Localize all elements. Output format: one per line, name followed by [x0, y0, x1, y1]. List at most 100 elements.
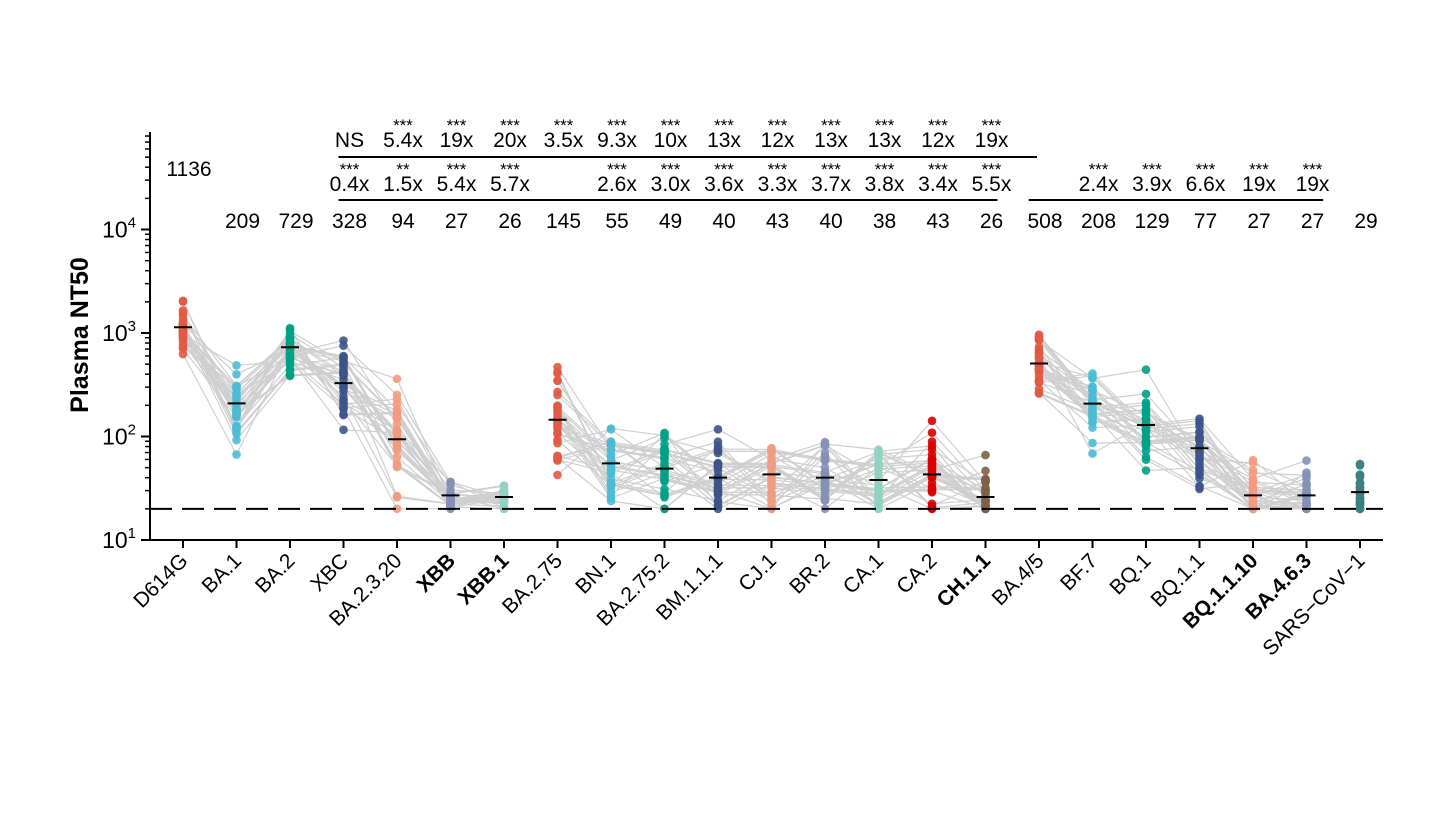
data-point — [713, 504, 723, 514]
fold-change-label: 3.8x — [865, 173, 905, 196]
data-point — [927, 437, 937, 446]
gm-value-label: 43 — [766, 210, 789, 233]
data-point — [178, 327, 188, 336]
fold-change-label: 19x — [1296, 173, 1330, 196]
data-point — [1141, 424, 1151, 434]
significance-label: *** — [607, 160, 627, 179]
data-point — [285, 333, 295, 342]
data-point — [767, 490, 776, 500]
fold-change-label: 19x — [1242, 173, 1276, 196]
significance-label: *** — [1142, 160, 1162, 179]
significance-label: *** — [554, 116, 574, 135]
x-tick-label: CA.2 — [892, 549, 941, 598]
data-point — [713, 459, 723, 469]
data-point — [1302, 480, 1311, 489]
connector-line — [1038, 370, 1307, 510]
data-point — [1302, 489, 1311, 499]
data-point — [1088, 449, 1097, 458]
data-point — [178, 296, 188, 306]
data-point — [553, 387, 562, 397]
data-point — [927, 471, 937, 481]
data-point — [1195, 442, 1204, 452]
gm-value-label: 145 — [546, 210, 581, 233]
data-point — [553, 422, 562, 431]
data-point — [392, 414, 402, 423]
data-point — [392, 452, 402, 462]
significance-label: *** — [500, 160, 520, 179]
data-point — [713, 497, 723, 507]
data-point — [660, 431, 669, 440]
data-point — [874, 476, 883, 486]
significance-label: *** — [768, 116, 788, 135]
gm-value-label: 129 — [1134, 210, 1169, 233]
significance-label: *** — [714, 160, 734, 179]
data-point — [392, 390, 402, 400]
data-point — [232, 361, 241, 370]
data-point — [820, 495, 830, 504]
significance-label: ** — [396, 160, 410, 179]
data-point — [1141, 400, 1151, 410]
significance-label: *** — [447, 116, 467, 135]
data-point — [660, 447, 669, 457]
data-point — [767, 460, 776, 469]
data-point — [767, 476, 776, 486]
data-point — [232, 382, 241, 391]
gm-value-label: 94 — [391, 210, 415, 233]
x-tick-label: XBC — [306, 549, 353, 596]
data-point — [553, 453, 562, 462]
data-point — [1355, 461, 1365, 470]
data-point — [339, 410, 348, 420]
connector-line — [1038, 357, 1307, 504]
gm-value-label: 77 — [1194, 210, 1217, 233]
connector-line — [1038, 334, 1307, 504]
data-point — [1355, 499, 1365, 509]
data-point — [1141, 408, 1151, 417]
data-point — [874, 462, 883, 471]
data-point — [178, 339, 188, 349]
fold-change-label: 10x — [654, 129, 688, 152]
fold-change-label: 3.7x — [811, 173, 851, 196]
connector-line — [1038, 361, 1307, 487]
data-point — [1141, 438, 1151, 447]
significance-label: *** — [340, 160, 360, 179]
y-tick-label: 104 — [102, 215, 136, 243]
data-point — [553, 376, 562, 386]
data-point — [1195, 435, 1204, 444]
data-point — [446, 477, 455, 487]
data-point — [1088, 406, 1097, 416]
data-point — [1088, 438, 1097, 448]
data-point — [1141, 452, 1151, 462]
annotations: NS***5.4x***19x***20x***3.5x***9.3x***10… — [330, 116, 1330, 201]
data-point — [232, 450, 241, 459]
data-point — [1195, 466, 1204, 476]
data-point — [392, 374, 402, 384]
data-point — [660, 491, 669, 501]
data-point — [1034, 378, 1044, 388]
data-point — [1034, 367, 1044, 376]
significance-label: *** — [1249, 160, 1269, 179]
fold-change-label: 3.4x — [918, 173, 958, 196]
data-point — [553, 362, 562, 372]
data-point — [606, 462, 616, 472]
connector-line — [1038, 357, 1307, 510]
x-tick-label: D614G — [129, 549, 192, 612]
fold-change-label: 13x — [868, 129, 902, 152]
data-point — [713, 446, 723, 456]
data-point — [820, 448, 830, 457]
fold-change-label: 3.9x — [1132, 173, 1172, 196]
connector-line — [1038, 388, 1307, 510]
x-tick-label: BN.1 — [571, 549, 620, 598]
data-point — [392, 493, 402, 502]
gm-value-label: 55 — [605, 210, 628, 233]
data-point — [339, 356, 348, 366]
data-point — [713, 425, 723, 434]
data-point — [820, 455, 830, 465]
data-point — [446, 485, 455, 495]
data-point — [820, 437, 830, 447]
data-point — [927, 428, 937, 438]
x-tick-label: BA.1 — [198, 549, 246, 597]
significance-label: *** — [607, 116, 627, 135]
data-point — [1088, 371, 1097, 381]
data-point — [820, 485, 830, 494]
